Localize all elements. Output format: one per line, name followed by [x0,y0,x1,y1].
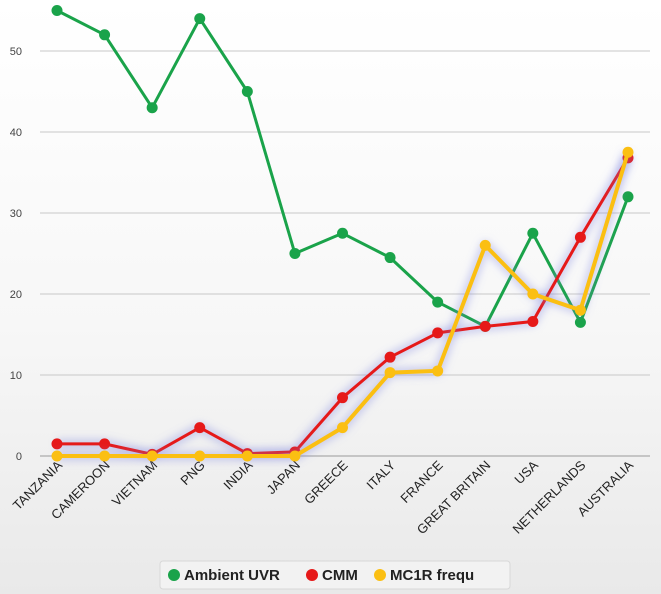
x-tick-label: JAPAN [263,458,303,498]
data-point [51,438,63,450]
y-tick-label: 20 [10,289,22,301]
data-point [99,438,111,450]
data-point [384,367,396,379]
data-point [99,29,111,41]
data-point [289,248,301,259]
x-tick-label: VIETNAM [109,458,160,509]
series-1 [51,152,634,460]
legend-label: Ambient UVR [184,567,280,584]
data-point [622,146,634,158]
data-point [384,351,396,363]
data-point [622,191,634,203]
data-point [241,450,253,462]
data-point [194,13,206,25]
legend-marker [168,569,180,581]
data-point [432,296,444,308]
data-point [289,450,301,462]
data-point [51,450,63,462]
data-point [146,102,158,114]
data-point [574,316,586,328]
data-point [527,227,539,239]
data-point [574,231,586,243]
data-point [194,422,206,434]
data-point [337,422,348,434]
x-tick-label: ITALY [363,457,398,492]
legend: Ambient UVR CMM MC1R frequ [159,560,511,590]
y-tick-label: 30 [10,208,22,220]
data-point [574,304,586,316]
x-tick-label: INDIA [220,457,255,492]
x-tick-label: PNG [177,458,208,489]
data-point [432,365,444,377]
legend-marker [374,569,386,581]
x-tick-label: USA [511,457,541,487]
data-point [241,86,253,97]
data-point [479,239,491,251]
x-tick-label: GREECE [301,457,351,507]
legend-marker [306,569,318,581]
data-point [146,450,158,462]
x-tick-label: FRANCE [397,457,446,506]
data-point [432,327,444,339]
series-0 [51,5,634,332]
y-tick-label: 10 [10,370,22,382]
data-point [384,252,396,264]
grid-lines [40,50,650,457]
data-point [337,227,348,239]
series-group [51,5,634,462]
data-point [194,450,206,462]
data-point [479,320,491,332]
data-point [527,316,539,328]
data-point [99,450,111,462]
data-point [51,5,63,16]
legend-box [159,560,511,590]
data-point [527,288,539,300]
y-tick-label: 0 [16,451,22,463]
y-axis-ticks: 0 10 20 30 40 50 [10,46,22,463]
series-line [55,156,630,456]
series-line [55,9,630,328]
series-2 [51,146,634,462]
y-tick-label: 50 [10,46,22,58]
legend-label: CMM [322,567,358,584]
data-point [337,392,348,404]
y-tick-label: 40 [10,127,22,139]
legend-label: MC1R frequ [390,567,474,584]
